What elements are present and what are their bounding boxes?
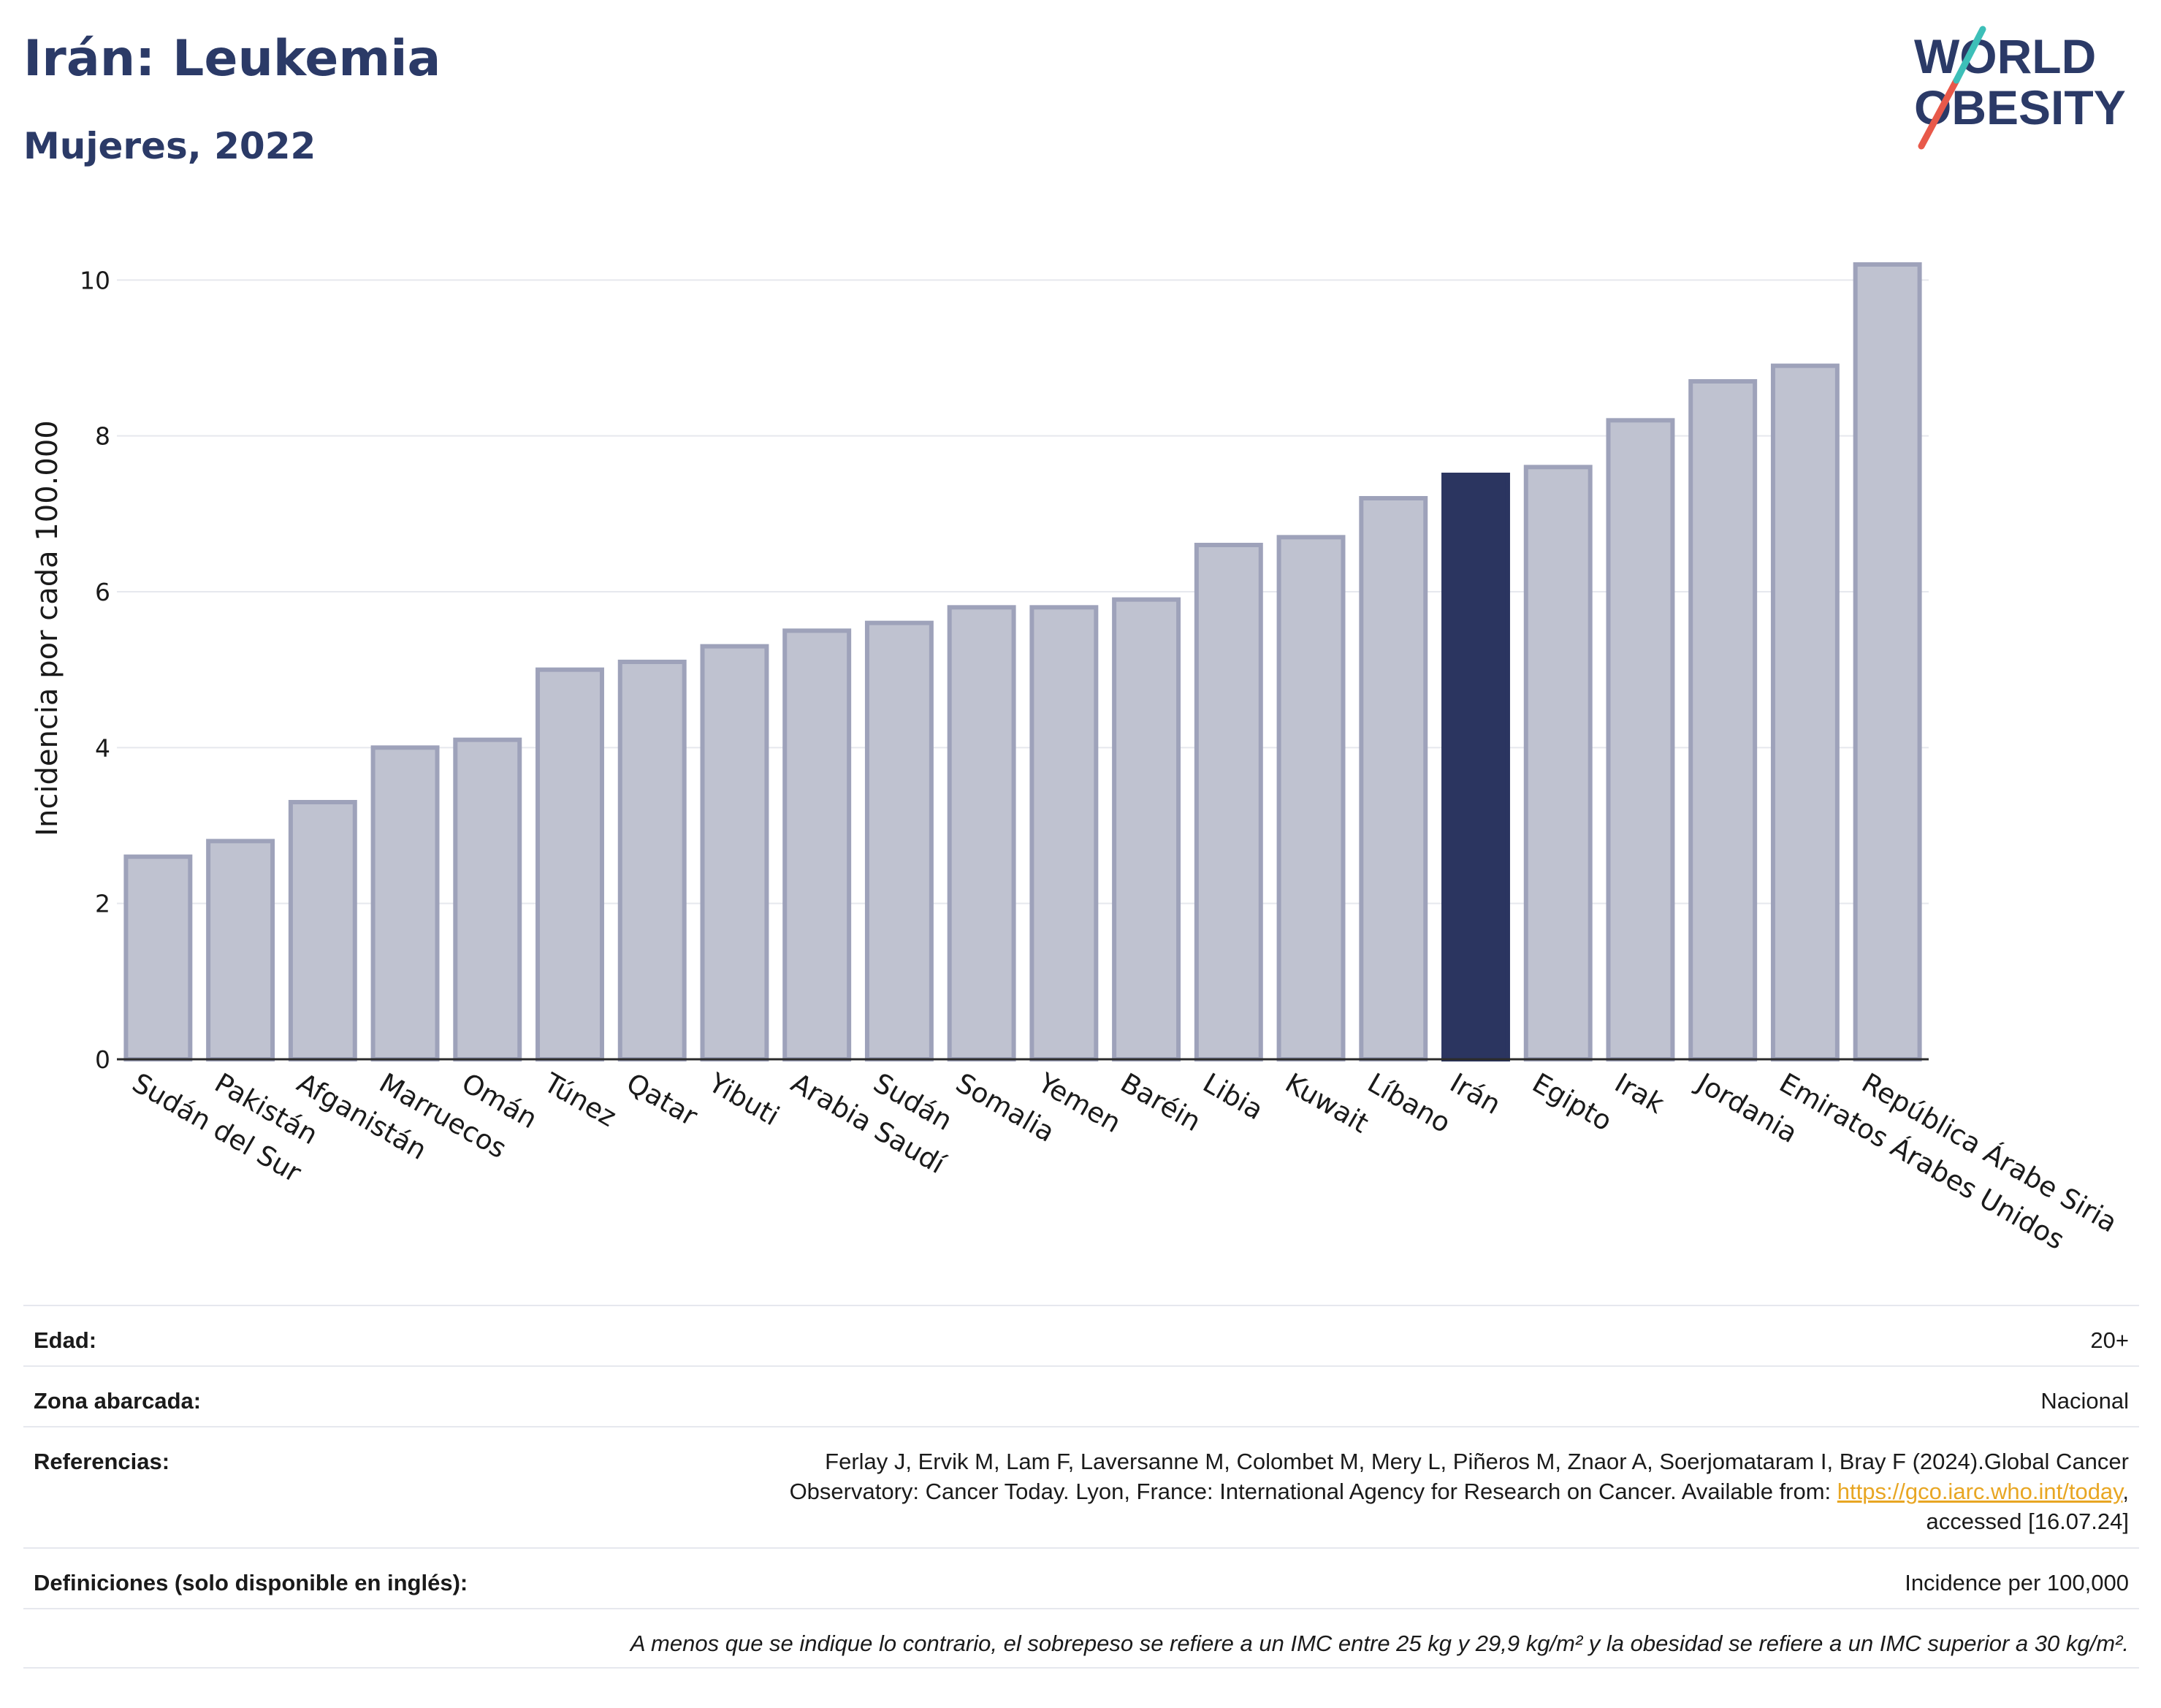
bar-marruecos [370, 745, 440, 1061]
meta-row-zone: Zona abarcada: Nacional [23, 1365, 2139, 1426]
bar-baréin [1112, 597, 1181, 1061]
y-tick-label: 4 [95, 733, 110, 762]
bar-yemen [1029, 605, 1099, 1061]
meta-row-note: A menos que se indique lo contrario, el … [23, 1608, 2139, 1669]
x-tick-label: Líbano [1362, 1067, 1456, 1140]
world-obesity-logo: WORLD OBESITY [1914, 26, 2126, 150]
bar-afganistán [288, 800, 357, 1061]
bar-yibuti [700, 644, 769, 1061]
x-tick-label: Libia [1197, 1067, 1268, 1126]
bar-libia [1194, 543, 1263, 1061]
logo-slash-teal [1953, 26, 1986, 84]
y-tick-label: 0 [95, 1045, 110, 1074]
reference-link[interactable]: https://gco.iarc.who.int/today [1837, 1479, 2123, 1504]
bar-república-árabe-siria [1853, 262, 1922, 1061]
bar-túnez [536, 667, 604, 1061]
meta-value-references: Ferlay J, Ervik M, Lam F, Laversanne M, … [169, 1446, 2129, 1536]
bar-arabia-saudí [782, 628, 852, 1061]
bar-irán [1441, 473, 1510, 1061]
bar-sudán [864, 620, 934, 1061]
reference-line-2: Observatory: Cancer Today. Lyon, France:… [789, 1479, 1837, 1504]
y-axis-title: Incidencia por cada 100.000 [31, 420, 64, 836]
logo-text-world: WORLD [1914, 29, 2096, 83]
logo-slash-red [1918, 77, 1960, 150]
y-axis-ticks: 0 2 4 6 8 10 [80, 266, 110, 1074]
x-tick-label: Qatar [621, 1067, 703, 1133]
footnote: A menos que se indique lo contrario, el … [630, 1631, 2129, 1656]
y-tick-label: 6 [95, 578, 110, 606]
bar-irak [1606, 418, 1675, 1061]
y-tick-label: 8 [95, 422, 110, 451]
x-tick-label: Yibuti [703, 1067, 785, 1132]
metadata-table: Edad: 20+ Zona abarcada: Nacional Refere… [23, 1305, 2139, 1669]
x-tick-label: Egipto [1527, 1067, 1617, 1137]
meta-label-zone: Zona abarcada: [34, 1388, 202, 1414]
bar-sudán-del-sur [123, 854, 193, 1061]
bar-kuwait [1276, 535, 1346, 1061]
page-subtitle: Mujeres, 2022 [23, 125, 316, 167]
meta-row-age: Edad: 20+ [23, 1305, 2139, 1365]
page-title: Irán: Leukemia [23, 30, 441, 88]
x-tick-label: Baréin [1116, 1067, 1207, 1138]
reference-line-2-end: , [2122, 1479, 2129, 1504]
x-tick-label: Irak [1609, 1067, 1670, 1121]
bar-jordania [1688, 379, 1758, 1061]
meta-label-references: Referencias: [34, 1449, 170, 1474]
y-tick-label: 2 [95, 890, 110, 918]
bar-emiratos-árabes-unidos [1770, 363, 1840, 1061]
meta-label-age: Edad: [34, 1327, 97, 1353]
meta-row-references: Referencias: Ferlay J, Ervik M, Lam F, L… [23, 1426, 2139, 1547]
reference-line-3: accessed [16.07.24] [1926, 1509, 2129, 1534]
meta-value-age: 20+ [2090, 1327, 2129, 1353]
bar-líbano [1359, 496, 1428, 1061]
meta-value-zone: Nacional [2040, 1388, 2129, 1414]
meta-label-definitions: Definiciones (solo disponible en inglés)… [34, 1570, 468, 1595]
bar-qatar [617, 660, 687, 1061]
x-tick-label: Kuwait [1280, 1067, 1374, 1140]
bar-egipto [1523, 465, 1593, 1061]
x-axis-labels: Sudán del SurPakistánAfganistánMarruecos… [127, 1067, 2123, 1256]
bar-chart: 0 2 4 6 8 10 Sudán del SurPakistánAfganistánM… [31, 262, 2123, 1256]
bars [123, 262, 1922, 1062]
bar-somalia [947, 605, 1016, 1061]
y-tick-label: 10 [80, 266, 110, 294]
reference-line-1: Ferlay J, Ervik M, Lam F, Laversanne M, … [825, 1449, 2129, 1474]
x-tick-label: Túnez [538, 1067, 622, 1133]
meta-row-definitions: Definiciones (solo disponible en inglés)… [23, 1547, 2139, 1608]
bar-omán [453, 737, 522, 1062]
meta-value-definitions: Incidence per 100,000 [1905, 1570, 2129, 1595]
bar-pakistán [206, 839, 275, 1062]
